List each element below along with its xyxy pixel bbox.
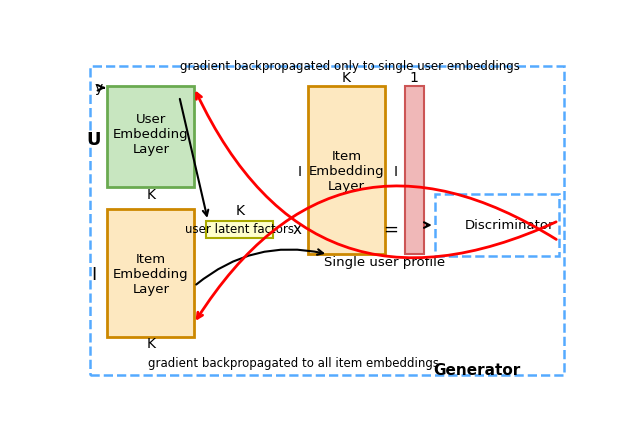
Text: 1: 1	[410, 71, 419, 85]
Text: gradient backpropagated only to single user embeddings: gradient backpropagated only to single u…	[180, 60, 520, 73]
Text: I: I	[92, 266, 97, 284]
Text: I: I	[298, 165, 301, 179]
Text: y: y	[95, 81, 103, 95]
FancyBboxPatch shape	[108, 86, 194, 187]
Text: Single user profile: Single user profile	[324, 256, 445, 269]
FancyBboxPatch shape	[108, 209, 194, 337]
Text: K: K	[342, 71, 351, 85]
Text: Item
Embedding
Layer: Item Embedding Layer	[308, 150, 384, 194]
Text: K: K	[147, 188, 156, 202]
Text: Discriminator: Discriminator	[465, 218, 554, 232]
FancyBboxPatch shape	[405, 86, 424, 254]
Text: Generator: Generator	[433, 363, 520, 378]
Text: User
Embedding
Layer: User Embedding Layer	[113, 113, 189, 156]
Text: =: =	[383, 220, 399, 239]
FancyBboxPatch shape	[207, 221, 273, 238]
Text: x: x	[292, 222, 301, 237]
Text: Item
Embedding
Layer: Item Embedding Layer	[113, 253, 189, 296]
Text: user latent factors: user latent factors	[185, 223, 294, 236]
Text: gradient backpropagated to all item embeddings: gradient backpropagated to all item embe…	[148, 357, 439, 370]
FancyBboxPatch shape	[308, 86, 385, 254]
Text: K: K	[147, 336, 156, 350]
Text: I: I	[394, 165, 397, 179]
Text: K: K	[236, 204, 244, 218]
Text: U: U	[86, 131, 101, 149]
